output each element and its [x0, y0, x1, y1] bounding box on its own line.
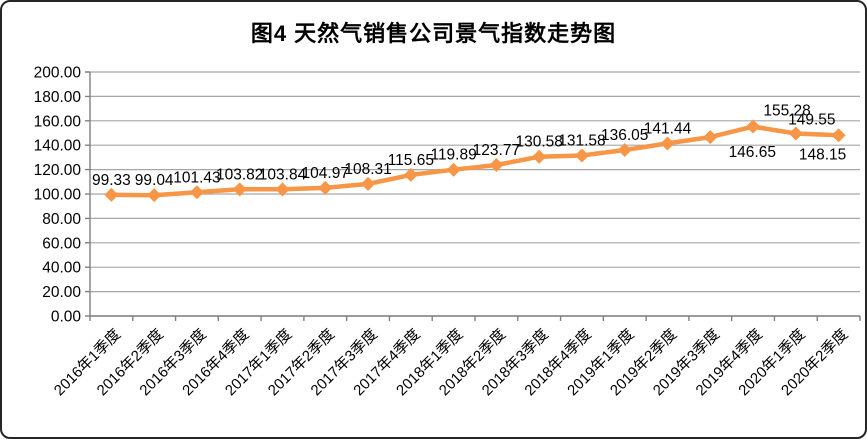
y-tick-label: 140.00: [34, 138, 82, 155]
data-point-label: 101.43: [173, 169, 220, 186]
y-tick-label: 160.00: [34, 113, 82, 130]
y-tick-label: 120.00: [34, 162, 82, 179]
data-point-marker: [574, 148, 589, 163]
data-point-marker: [788, 126, 803, 141]
series-line: [109, 124, 841, 198]
y-tick-label: 20.00: [42, 284, 81, 301]
data-point-label: 130.58: [515, 134, 562, 151]
data-point-label: 146.65: [729, 144, 776, 161]
data-point-label: 123.77: [473, 142, 520, 159]
data-point-marker: [403, 167, 418, 182]
data-point-label: 103.82: [216, 166, 263, 183]
chart-title: 图4 天然气销售公司景气指数走势图: [250, 21, 617, 46]
y-tick-label: 80.00: [42, 211, 81, 228]
data-point-label: 99.33: [92, 172, 131, 189]
data-point-marker: [189, 185, 204, 200]
data-point-label: 99.04: [135, 172, 174, 189]
y-tick-label: 100.00: [34, 187, 82, 204]
data-point-marker: [361, 176, 376, 191]
data-point-label: 108.31: [344, 161, 391, 178]
y-tick-label: 200.00: [34, 65, 82, 82]
data-point-label: 155.28: [763, 103, 810, 120]
data-point-label: 136.05: [601, 127, 648, 144]
data-point-marker: [703, 130, 718, 145]
data-point-marker: [532, 149, 547, 164]
data-point-marker: [446, 162, 461, 177]
data-point-label: 115.65: [388, 152, 434, 169]
data-point-label: 149.55: [788, 112, 835, 129]
y-tick-label: 60.00: [42, 235, 81, 252]
data-point-label: 141.44: [644, 120, 692, 137]
data-point-label: 103.84: [259, 166, 307, 183]
data-point-label: 104.97: [302, 165, 349, 182]
y-tick-label: 0.00: [51, 309, 82, 326]
data-point-marker: [232, 182, 247, 197]
data-point-marker: [489, 158, 504, 173]
data-point-marker: [617, 143, 632, 158]
data-point-marker: [147, 188, 162, 203]
data-point-marker: [318, 180, 333, 195]
data-point-marker: [275, 182, 290, 197]
y-tick-label: 40.00: [42, 260, 81, 277]
y-tick-label: 180.00: [34, 89, 82, 106]
data-point-marker: [746, 119, 761, 134]
data-point-label: 131.58: [558, 132, 605, 149]
data-point-label: 119.89: [430, 147, 476, 164]
data-point-label: 148.15: [799, 146, 846, 163]
data-point-marker: [831, 128, 846, 143]
data-point-marker: [660, 136, 675, 151]
data-point-marker: [104, 187, 119, 202]
